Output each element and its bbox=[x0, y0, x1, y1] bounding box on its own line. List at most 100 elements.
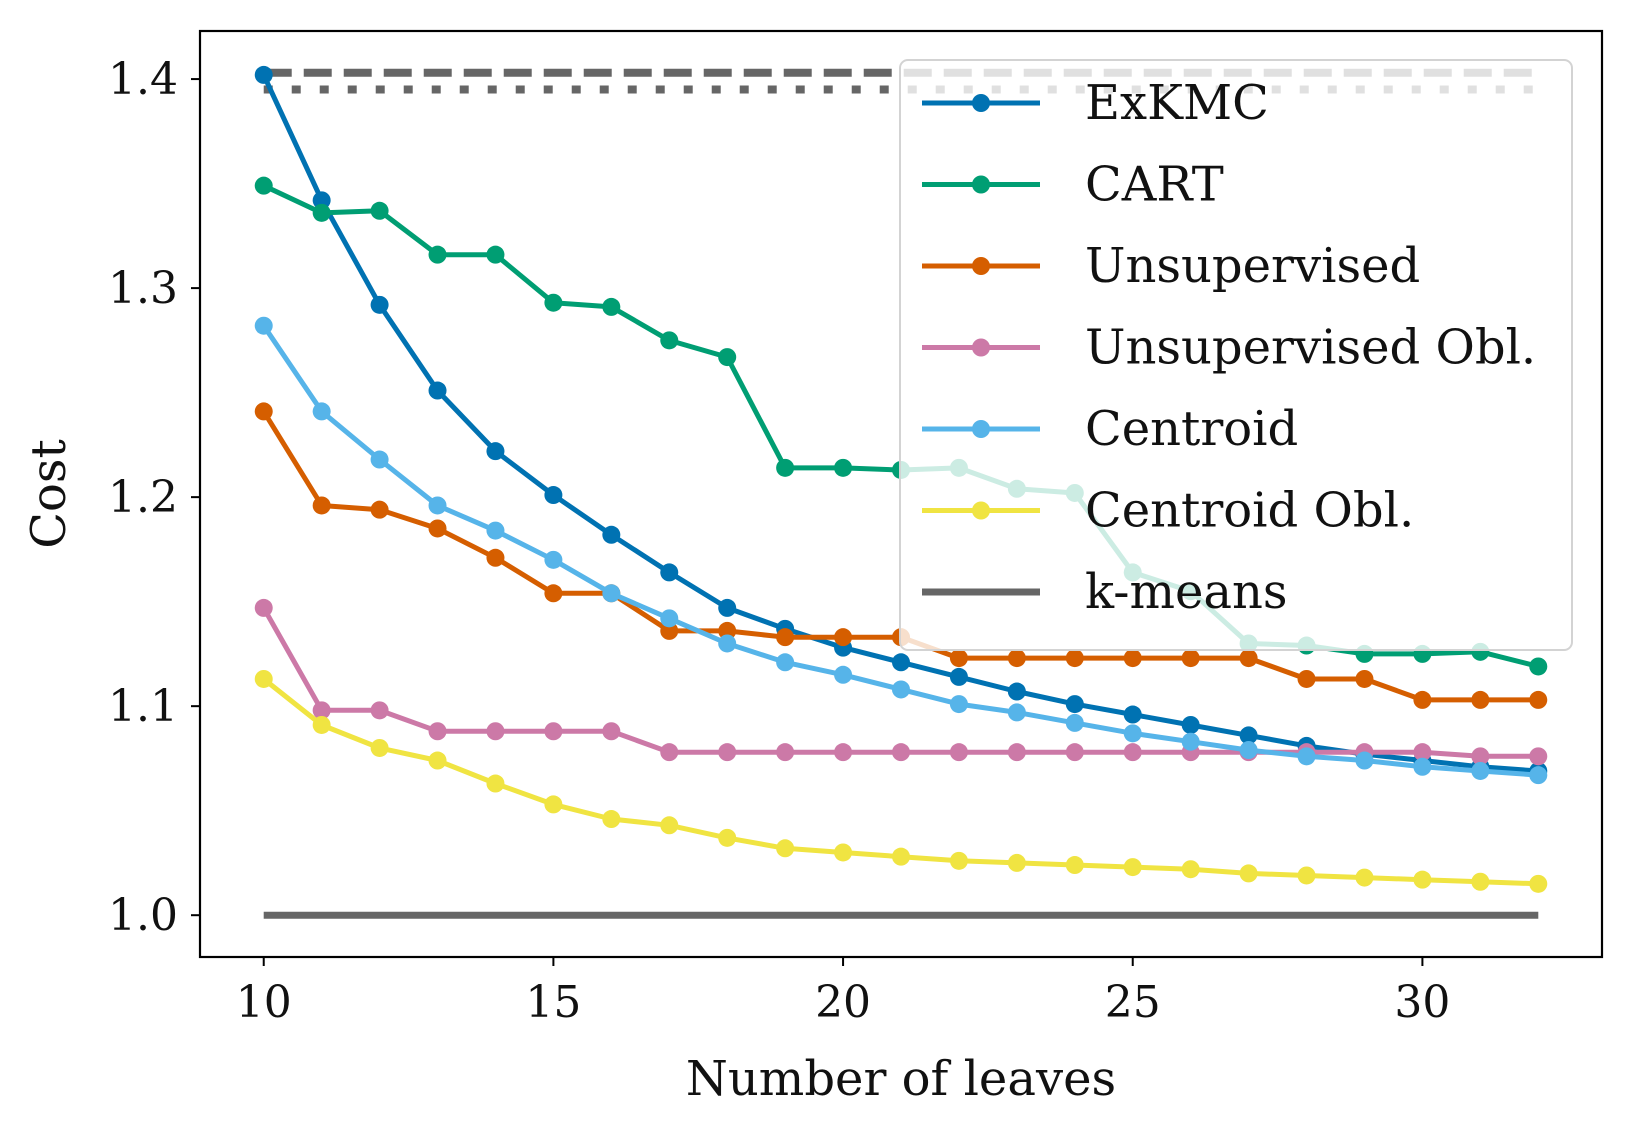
data-point bbox=[370, 450, 389, 469]
y-tick-label: 1.2 bbox=[108, 472, 178, 523]
data-point bbox=[1065, 649, 1084, 668]
data-point bbox=[949, 667, 968, 686]
data-point bbox=[660, 743, 679, 762]
data-point bbox=[1529, 657, 1548, 676]
data-point bbox=[486, 722, 505, 741]
data-point bbox=[254, 65, 273, 84]
legend-item: Unsupervised Obl. bbox=[922, 320, 1536, 376]
data-point bbox=[776, 743, 795, 762]
data-point bbox=[1239, 726, 1258, 745]
data-point bbox=[1007, 853, 1026, 872]
data-point bbox=[254, 598, 273, 617]
data-point bbox=[892, 847, 910, 866]
data-point bbox=[949, 851, 968, 870]
data-point bbox=[776, 458, 795, 477]
legend-marker bbox=[972, 420, 990, 438]
legend: ExKMC CART Unsupervised Unsupervised Obl. Ce… bbox=[899, 59, 1573, 651]
data-point bbox=[428, 751, 447, 770]
data-point bbox=[834, 665, 853, 684]
data-point bbox=[1529, 747, 1548, 766]
legend-label: Unsupervised Obl. bbox=[1085, 320, 1536, 376]
legend-item: k-means bbox=[922, 564, 1288, 620]
data-point bbox=[949, 649, 968, 668]
data-point bbox=[949, 695, 968, 714]
data-point bbox=[1413, 690, 1432, 709]
data-point bbox=[1297, 669, 1316, 688]
x-tick-label: 25 bbox=[1105, 977, 1161, 1028]
data-point bbox=[834, 743, 853, 762]
data-point bbox=[1471, 761, 1490, 780]
data-point bbox=[1471, 690, 1490, 709]
data-point bbox=[1471, 747, 1490, 766]
data-point bbox=[370, 295, 389, 314]
data-point bbox=[602, 525, 621, 544]
data-point bbox=[1529, 690, 1548, 709]
data-point bbox=[1123, 705, 1142, 724]
legend-marker bbox=[972, 94, 990, 112]
data-point bbox=[949, 743, 968, 762]
data-point bbox=[370, 701, 389, 720]
data-point bbox=[544, 584, 563, 603]
data-point bbox=[312, 203, 331, 222]
data-point bbox=[370, 201, 389, 220]
legend-label: Unsupervised bbox=[1085, 238, 1420, 294]
y-tick-label: 1.3 bbox=[108, 263, 178, 314]
data-point bbox=[834, 628, 853, 647]
data-point bbox=[1123, 649, 1142, 668]
data-point bbox=[370, 500, 389, 519]
x-tick-label: 20 bbox=[815, 977, 871, 1028]
plot-frame bbox=[198, 29, 1604, 959]
data-point bbox=[718, 828, 737, 847]
legend-label: Centroid bbox=[1085, 401, 1298, 457]
legend-label: Centroid Obl. bbox=[1085, 483, 1414, 539]
legend-item: Centroid Obl. bbox=[922, 483, 1414, 539]
legend-item: ExKMC bbox=[922, 75, 1269, 131]
data-point bbox=[544, 550, 563, 569]
data-point bbox=[602, 722, 621, 741]
data-point bbox=[892, 680, 910, 699]
data-point bbox=[1297, 866, 1316, 885]
legend-item: Unsupervised bbox=[922, 238, 1420, 294]
data-point bbox=[1007, 682, 1026, 701]
data-point bbox=[428, 245, 447, 264]
data-point bbox=[776, 628, 795, 647]
data-point bbox=[834, 458, 853, 477]
data-point bbox=[254, 402, 273, 421]
legend-item: CART bbox=[922, 157, 1224, 213]
data-point bbox=[660, 621, 679, 640]
data-point bbox=[544, 293, 563, 312]
data-point bbox=[486, 548, 505, 567]
legend-label: ExKMC bbox=[1085, 75, 1269, 131]
data-point bbox=[602, 584, 621, 603]
y-axis-ticks: 1.0 1.1 1.2 1.3 1.4 bbox=[108, 54, 200, 941]
data-point bbox=[1355, 669, 1374, 688]
series-5 bbox=[254, 669, 1548, 893]
data-point bbox=[486, 442, 505, 461]
legend-box bbox=[899, 59, 1573, 651]
data-point bbox=[1355, 751, 1374, 770]
data-point bbox=[1123, 743, 1142, 762]
data-point bbox=[544, 722, 563, 741]
legend-item: Centroid bbox=[922, 401, 1298, 457]
legend-marker bbox=[972, 257, 990, 275]
data-point bbox=[1529, 874, 1548, 893]
data-point bbox=[1239, 741, 1258, 760]
data-point bbox=[718, 598, 737, 617]
data-point bbox=[486, 521, 505, 540]
data-point bbox=[718, 634, 737, 653]
data-point bbox=[1239, 649, 1258, 668]
data-point bbox=[1123, 724, 1142, 743]
data-point bbox=[1239, 864, 1258, 883]
data-point bbox=[1413, 743, 1432, 762]
y-axis-label: Cost bbox=[21, 439, 77, 549]
data-point bbox=[1065, 743, 1084, 762]
data-point bbox=[254, 669, 273, 688]
x-tick-label: 10 bbox=[236, 977, 292, 1028]
data-point bbox=[776, 653, 795, 672]
data-point bbox=[254, 316, 273, 335]
data-point bbox=[312, 701, 331, 720]
data-point bbox=[486, 774, 505, 793]
data-point bbox=[660, 816, 679, 835]
data-point bbox=[892, 653, 910, 672]
data-point bbox=[1181, 649, 1200, 668]
